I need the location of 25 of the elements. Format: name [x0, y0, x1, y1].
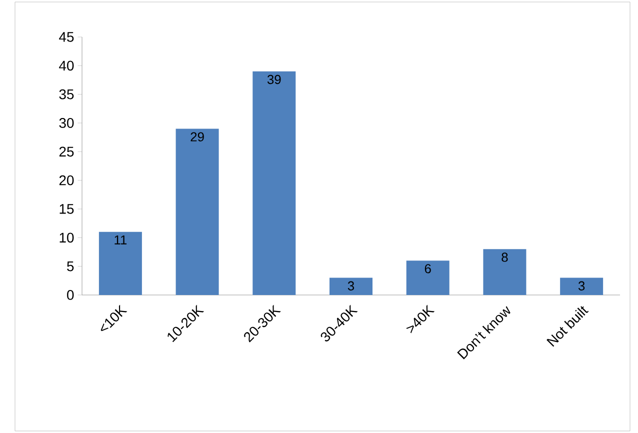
x-tick-label: Not built: [546, 306, 589, 347]
y-tick-label: 15: [60, 204, 74, 214]
y-tick-label: 35: [59, 89, 74, 100]
y-tick-label: 0: [67, 290, 74, 300]
bar: [176, 128, 219, 295]
data-label: 11: [114, 235, 127, 244]
bar: [252, 71, 296, 295]
bar: [483, 249, 526, 295]
data-label: 29: [190, 132, 204, 142]
bar: [98, 232, 142, 295]
y-tick-label: 20: [59, 175, 74, 186]
data-label: 3: [578, 281, 585, 290]
y-tick-label: 5: [67, 261, 74, 272]
y-tick-label: 30: [59, 118, 74, 128]
y-tick-label: 40: [59, 60, 74, 71]
data-label: 3: [348, 281, 354, 290]
data-label: 8: [502, 252, 508, 262]
bar: [406, 260, 450, 295]
data-label: 6: [424, 264, 431, 274]
y-tick-label: 25: [59, 146, 74, 157]
bar: [330, 278, 373, 295]
data-label: 39: [267, 74, 281, 84]
y-tick-label: 45: [59, 32, 74, 42]
bar: [560, 278, 604, 295]
y-tick-label: 10: [60, 232, 74, 243]
